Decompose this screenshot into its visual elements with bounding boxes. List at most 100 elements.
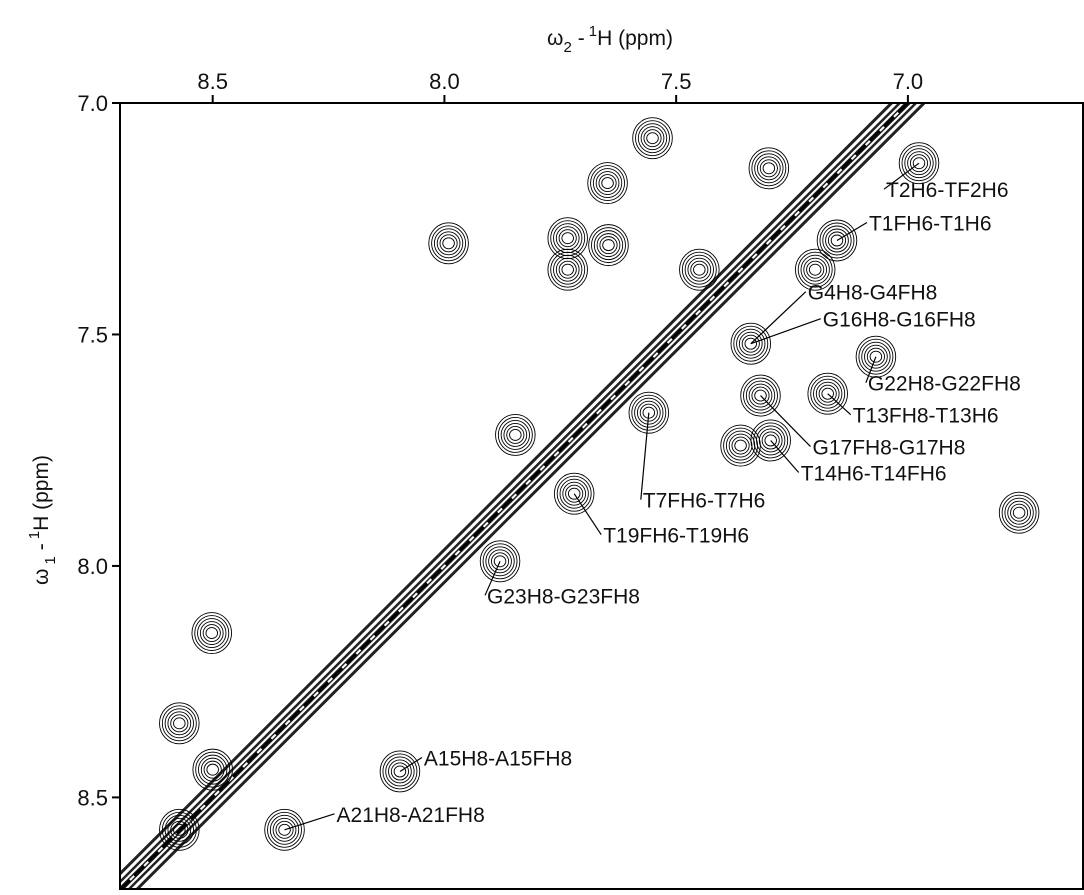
cross-peak (628, 391, 670, 434)
contour (173, 717, 186, 730)
contour (830, 234, 844, 247)
x-tick-label: 7.5 (661, 69, 692, 94)
contour (751, 150, 787, 187)
contour (748, 383, 773, 408)
cross-peak (740, 374, 781, 417)
contour (170, 714, 189, 733)
contour (591, 227, 626, 264)
contour (639, 403, 658, 422)
contour (490, 552, 510, 571)
diagonal (120, 103, 927, 890)
peak-label: T14H6-T14FH6 (801, 462, 947, 485)
contour (198, 754, 228, 785)
peak-label: T7FH6-T7H6 (643, 490, 766, 513)
leader-line (760, 395, 811, 447)
contour (388, 759, 412, 784)
cross-peak (547, 248, 588, 291)
contour (743, 377, 778, 414)
contour (442, 237, 455, 250)
contour (797, 251, 833, 288)
contour (855, 335, 897, 378)
contour (810, 375, 846, 412)
contour (161, 705, 197, 742)
contour (866, 347, 885, 366)
annotations: T2H6-TF2H6 T1FH6-T1H6 G4H8-G4FH8 G16H8-G16F… (284, 162, 1021, 831)
leader-line (865, 356, 877, 383)
leader-line (484, 561, 501, 596)
contour (731, 436, 750, 455)
peak-label: G23H8-G23FH8 (487, 585, 640, 608)
peak-label: A15H8-A15FH8 (424, 747, 572, 770)
leader-line (640, 412, 650, 500)
contour (756, 156, 781, 181)
contour (275, 820, 294, 839)
cross-peak (553, 472, 595, 515)
contour (632, 117, 673, 160)
cross-peak (191, 612, 233, 655)
cross-peak (816, 219, 858, 262)
y-tick-label: 8.5 (77, 785, 108, 810)
contour (1010, 503, 1029, 522)
contour (869, 350, 883, 363)
contour (205, 627, 219, 640)
contour (598, 174, 617, 193)
contour (393, 765, 407, 778)
contour (864, 344, 888, 369)
contour (761, 431, 780, 450)
contour (278, 823, 291, 836)
contour (901, 145, 937, 182)
contour (588, 224, 629, 267)
peak-label: G17FH8-G17H8 (813, 437, 966, 460)
contour (687, 257, 712, 282)
contour (488, 549, 512, 574)
contour (433, 228, 464, 259)
cross-peak (679, 248, 720, 291)
leader-line (770, 440, 800, 473)
contour (690, 260, 709, 279)
contour (590, 165, 626, 202)
cross-peak (159, 808, 200, 851)
contour (803, 257, 828, 282)
contour (439, 234, 458, 253)
contour (495, 413, 536, 456)
leader-line (284, 813, 335, 831)
contour (734, 439, 747, 452)
contour (725, 430, 756, 461)
contour (556, 475, 592, 512)
peaks (159, 117, 1040, 851)
x-axis-title: ω2-1H (ppm) (547, 23, 673, 56)
contour (819, 222, 855, 259)
leader-line (836, 221, 868, 242)
contour (861, 341, 891, 372)
cross-peak (794, 248, 836, 291)
contour (754, 389, 767, 402)
contour (794, 248, 836, 291)
contour (754, 153, 784, 184)
contour (730, 322, 772, 365)
contour (269, 814, 300, 845)
contour (745, 380, 776, 411)
cross-peak (632, 117, 673, 160)
contour (728, 433, 753, 458)
contour (738, 331, 763, 356)
cross-peak (998, 491, 1040, 534)
contour (264, 808, 305, 851)
contour (693, 263, 706, 276)
cross-peak (379, 750, 421, 793)
leader-line (573, 493, 602, 536)
contour (800, 254, 830, 285)
contour (681, 251, 717, 288)
contour (758, 428, 783, 453)
contour (631, 394, 667, 431)
contour (428, 222, 469, 265)
leader-line (827, 393, 852, 416)
peak-label: T19FH6-T19H6 (603, 525, 749, 548)
peak-label: G22H8-G22FH8 (868, 373, 1021, 396)
contour (640, 126, 665, 151)
contour (643, 129, 662, 148)
contour (822, 225, 852, 256)
cross-peak (479, 540, 521, 583)
contour (827, 231, 847, 250)
contour (267, 811, 302, 848)
contour (587, 162, 628, 205)
